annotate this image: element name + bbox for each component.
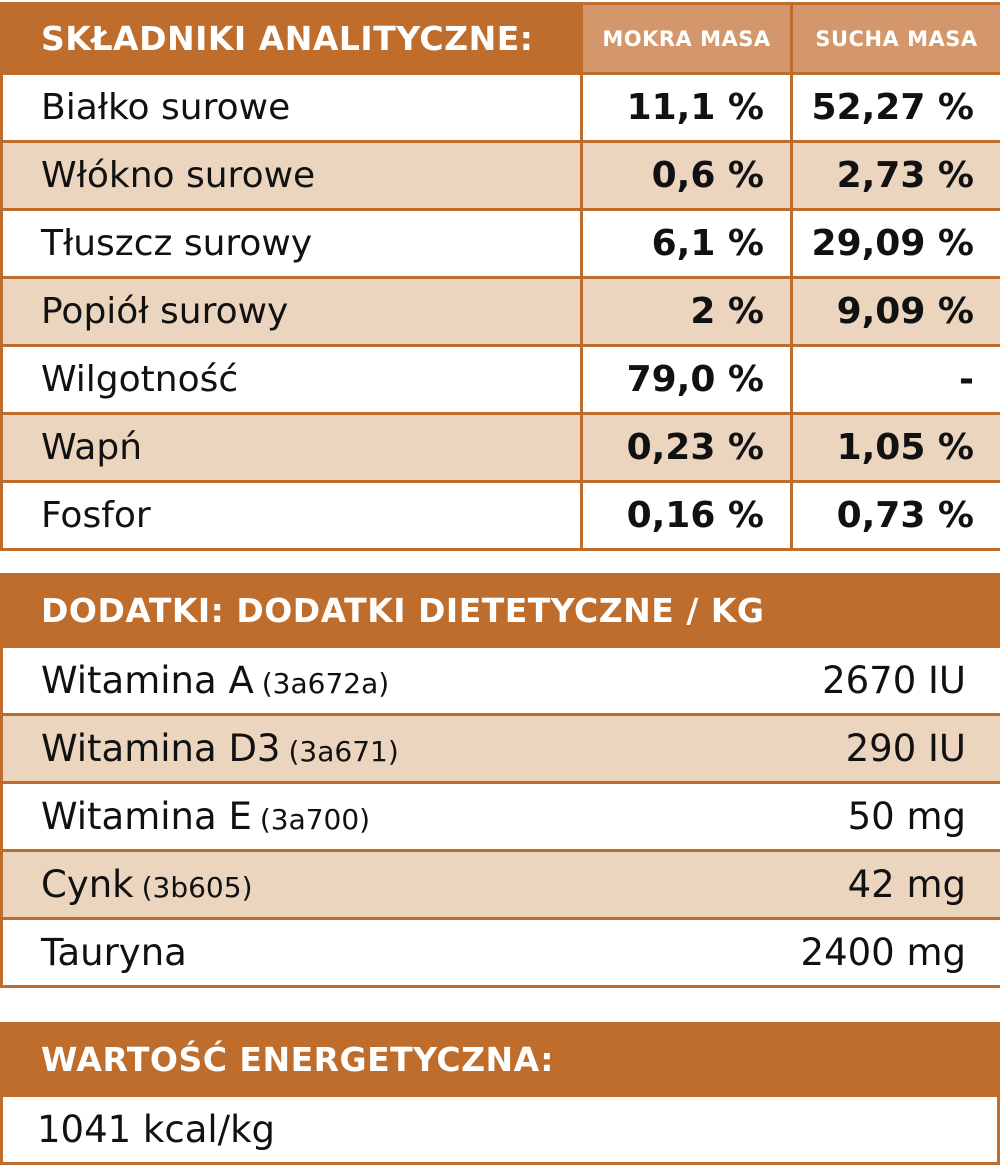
- additive-code: (3a671): [288, 735, 398, 768]
- table-row: Tauryna 2400 mg: [2, 919, 1000, 987]
- additives-table: DODATKI: DODATKI DIETETYCZNE / KG Witami…: [0, 573, 1000, 993]
- wet-mass-value: 11,1 %: [582, 74, 792, 142]
- additive-value: 2670 IU: [602, 647, 1000, 715]
- wet-mass-value: 79,0 %: [582, 346, 792, 414]
- additive-label-cell: Witamina D3(3a671): [2, 715, 602, 783]
- dry-mass-value: 1,05 %: [792, 414, 1000, 482]
- additive-label-cell: Witamina A(3a672a): [2, 647, 602, 715]
- table-row: Witamina E(3a700) 50 mg: [2, 783, 1000, 851]
- nutrient-label: Wapń: [2, 414, 582, 482]
- nutrient-label: Białko surowe: [2, 74, 582, 142]
- table-row: Tłuszcz surowy 6,1 % 29,09 %: [2, 210, 1000, 278]
- table-row: Wapń 0,23 % 1,05 %: [2, 414, 1000, 482]
- additive-label-cell: Tauryna: [2, 919, 602, 987]
- additive-label: Witamina A: [41, 659, 254, 702]
- wet-mass-value: 2 %: [582, 278, 792, 346]
- additive-code: (3b605): [142, 871, 253, 904]
- nutrient-label: Fosfor: [2, 482, 582, 550]
- dry-mass-value: 9,09 %: [792, 278, 1000, 346]
- additives-header-row: DODATKI: DODATKI DIETETYCZNE / KG: [2, 575, 1000, 647]
- table-row: Witamina A(3a672a) 2670 IU: [2, 647, 1000, 715]
- wet-mass-value: 0,16 %: [582, 482, 792, 550]
- nutrient-label: Tłuszcz surowy: [2, 210, 582, 278]
- additive-value: 2400 mg: [602, 919, 1000, 987]
- wet-mass-value: 0,23 %: [582, 414, 792, 482]
- additive-value: 290 IU: [602, 715, 1000, 783]
- table-row: Włókno surowe 0,6 % 2,73 %: [2, 142, 1000, 210]
- table-row: Wilgotność 79,0 % -: [2, 346, 1000, 414]
- additive-value: 50 mg: [602, 783, 1000, 851]
- analytical-header-row: SKŁADNIKI ANALITYCZNE: MOKRA MASA SUCHA …: [2, 4, 1000, 74]
- wet-mass-value: 6,1 %: [582, 210, 792, 278]
- wet-mass-column-header: MOKRA MASA: [582, 4, 792, 74]
- energy-value: 1041 kcal/kg: [2, 1096, 999, 1164]
- dry-mass-value: 0,73 %: [792, 482, 1000, 550]
- table-row: 1041 kcal/kg: [2, 1096, 999, 1164]
- nutrient-label: Popiół surowy: [2, 278, 582, 346]
- analytical-constituents-table: SKŁADNIKI ANALITYCZNE: MOKRA MASA SUCHA …: [0, 2, 1000, 552]
- energy-title: WARTOŚĆ ENERGETYCZNA:: [2, 1024, 999, 1096]
- additive-label: Witamina E: [41, 795, 252, 838]
- additive-label-cell: Witamina E(3a700): [2, 783, 602, 851]
- energy-header-row: WARTOŚĆ ENERGETYCZNA:: [2, 1024, 999, 1096]
- additive-label: Tauryna: [41, 931, 187, 974]
- table-row: Cynk(3b605) 42 mg: [2, 851, 1000, 919]
- wet-mass-value: 0,6 %: [582, 142, 792, 210]
- additive-value: 42 mg: [602, 851, 1000, 919]
- nutrient-label: Wilgotność: [2, 346, 582, 414]
- analytical-title: SKŁADNIKI ANALITYCZNE:: [2, 4, 582, 74]
- table-row: Witamina D3(3a671) 290 IU: [2, 715, 1000, 783]
- additive-code: (3a700): [260, 803, 370, 836]
- dry-mass-value: -: [792, 346, 1000, 414]
- additives-title: DODATKI: DODATKI DIETETYCZNE / KG: [2, 575, 1000, 647]
- energy-table: WARTOŚĆ ENERGETYCZNA: 1041 kcal/kg: [0, 1022, 1000, 1163]
- dry-mass-value: 52,27 %: [792, 74, 1000, 142]
- table-row: Białko surowe 11,1 % 52,27 %: [2, 74, 1000, 142]
- dry-mass-value: 2,73 %: [792, 142, 1000, 210]
- table-row: Fosfor 0,16 % 0,73 %: [2, 482, 1000, 550]
- dry-mass-value: 29,09 %: [792, 210, 1000, 278]
- dry-mass-column-header: SUCHA MASA: [792, 4, 1000, 74]
- additive-label: Witamina D3: [41, 727, 280, 770]
- additive-code: (3a672a): [262, 667, 389, 700]
- table-row: Popiół surowy 2 % 9,09 %: [2, 278, 1000, 346]
- nutrient-label: Włókno surowe: [2, 142, 582, 210]
- additive-label: Cynk: [41, 863, 134, 906]
- additive-label-cell: Cynk(3b605): [2, 851, 602, 919]
